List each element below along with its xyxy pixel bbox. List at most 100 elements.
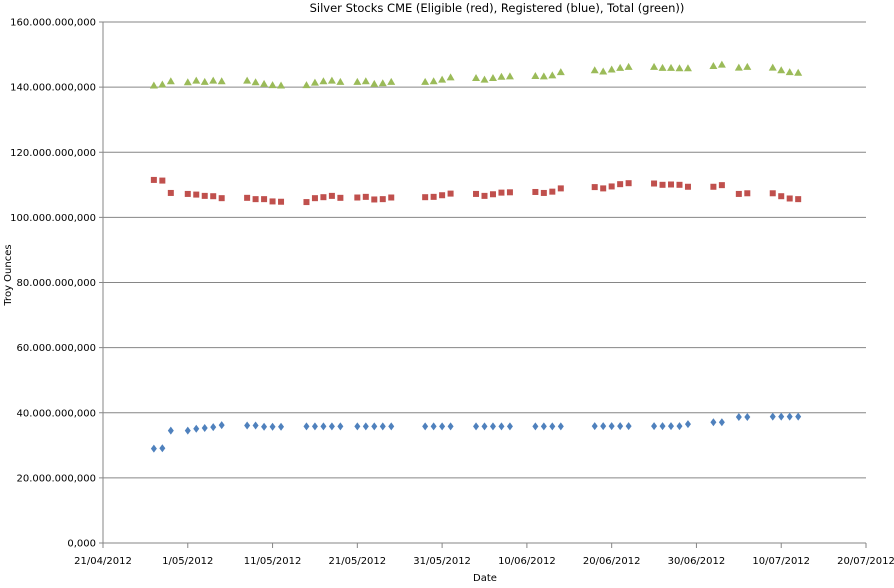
diamond-data-point bbox=[218, 421, 225, 430]
y-tick-label: 0,000 bbox=[67, 539, 96, 550]
diamond-data-point bbox=[676, 422, 683, 431]
triangle-data-point bbox=[302, 81, 311, 89]
diamond-data-point bbox=[684, 420, 691, 429]
diamond-data-point bbox=[769, 412, 776, 421]
triangle-data-point bbox=[539, 72, 548, 80]
diamond-data-point bbox=[710, 418, 717, 427]
diamond-data-point bbox=[549, 422, 556, 431]
triangle-data-point bbox=[488, 74, 497, 82]
x-tick-label: 31/05/2012 bbox=[413, 556, 471, 567]
diamond-data-point bbox=[718, 418, 725, 427]
triangle-data-point bbox=[158, 80, 167, 88]
triangle-data-point bbox=[209, 76, 218, 84]
triangle-data-point bbox=[217, 77, 226, 85]
triangle-data-point bbox=[421, 77, 430, 85]
square-data-point bbox=[769, 190, 776, 197]
square-data-point bbox=[710, 183, 717, 190]
square-data-point bbox=[676, 181, 683, 188]
triangle-data-point bbox=[717, 60, 726, 68]
diamond-data-point bbox=[447, 422, 454, 431]
square-data-point bbox=[150, 176, 157, 183]
square-data-point bbox=[422, 194, 429, 201]
diamond-data-point bbox=[744, 412, 751, 421]
diamond-data-point bbox=[261, 422, 268, 431]
square-data-point bbox=[786, 195, 793, 202]
square-data-point bbox=[303, 199, 310, 206]
diamond-data-point bbox=[320, 422, 327, 431]
diamond-data-point bbox=[379, 422, 386, 431]
diamond-data-point bbox=[337, 422, 344, 431]
square-data-point bbox=[668, 181, 675, 188]
square-data-point bbox=[625, 180, 632, 187]
square-data-point bbox=[388, 194, 395, 201]
triangle-data-point bbox=[429, 77, 438, 85]
x-tick-label: 10/06/2012 bbox=[498, 556, 556, 567]
square-data-point bbox=[498, 189, 505, 196]
triangle-data-point bbox=[200, 77, 209, 85]
square-data-point bbox=[261, 196, 268, 203]
x-tick-label: 1/05/2012 bbox=[162, 556, 213, 567]
square-data-point bbox=[210, 193, 217, 200]
square-data-point bbox=[532, 188, 539, 195]
diamond-data-point bbox=[439, 422, 446, 431]
square-data-point bbox=[371, 196, 378, 203]
diamond-data-point bbox=[201, 424, 208, 433]
triangle-data-point bbox=[497, 72, 506, 80]
square-data-point bbox=[608, 183, 615, 190]
square-data-point bbox=[201, 192, 208, 199]
diamond-data-point bbox=[608, 422, 615, 431]
square-data-point bbox=[311, 195, 318, 202]
x-tick-label: 21/04/2012 bbox=[74, 556, 132, 567]
triangle-data-point bbox=[785, 68, 794, 76]
triangle-data-point bbox=[675, 64, 684, 72]
square-data-point bbox=[506, 189, 513, 196]
triangle-data-point bbox=[590, 66, 599, 74]
square-data-point bbox=[795, 196, 802, 203]
triangle-data-point bbox=[361, 77, 370, 85]
diamond-data-point bbox=[625, 422, 632, 431]
triangle-data-point bbox=[243, 76, 252, 84]
triangle-data-point bbox=[777, 66, 786, 74]
diamond-data-point bbox=[786, 412, 793, 421]
square-data-point bbox=[269, 198, 276, 205]
square-data-point bbox=[362, 193, 369, 200]
diamond-data-point bbox=[489, 422, 496, 431]
triangle-data-point bbox=[268, 81, 277, 89]
square-data-point bbox=[320, 194, 327, 201]
y-tick-label: 80.000.000,000 bbox=[16, 278, 96, 289]
square-data-point bbox=[379, 196, 386, 203]
triangle-data-point bbox=[260, 79, 269, 87]
triangle-data-point bbox=[370, 79, 379, 87]
diamond-data-point bbox=[311, 422, 318, 431]
data-points bbox=[149, 60, 803, 453]
triangle-data-point bbox=[624, 62, 633, 70]
square-data-point bbox=[439, 192, 446, 199]
x-tick-label: 21/05/2012 bbox=[329, 556, 387, 567]
square-data-point bbox=[744, 190, 751, 197]
square-data-point bbox=[735, 190, 742, 197]
square-data-point bbox=[481, 192, 488, 199]
square-data-point bbox=[184, 190, 191, 197]
triangle-data-point bbox=[277, 81, 286, 89]
square-data-point bbox=[684, 183, 691, 190]
x-tick-label: 10/07/2012 bbox=[752, 556, 810, 567]
diamond-data-point bbox=[269, 422, 276, 431]
square-data-point bbox=[354, 194, 361, 201]
y-tick-label: 140.000.000,000 bbox=[10, 83, 96, 94]
square-data-point bbox=[193, 191, 200, 198]
triangle-data-point bbox=[556, 68, 565, 76]
diamond-data-point bbox=[210, 423, 217, 432]
square-data-point bbox=[540, 189, 547, 196]
triangle-data-point bbox=[327, 76, 336, 84]
square-data-point bbox=[557, 185, 564, 192]
square-data-point bbox=[549, 188, 556, 195]
chart-title: Silver Stocks CME (Eligible (red), Regis… bbox=[310, 1, 685, 15]
triangle-data-point bbox=[505, 72, 514, 80]
square-data-point bbox=[337, 194, 344, 201]
triangle-data-point bbox=[387, 77, 396, 85]
diamond-data-point bbox=[557, 422, 564, 431]
triangle-data-point bbox=[472, 74, 481, 82]
square-data-point bbox=[473, 190, 480, 197]
y-tick-label: 160.000.000,000 bbox=[10, 18, 96, 29]
